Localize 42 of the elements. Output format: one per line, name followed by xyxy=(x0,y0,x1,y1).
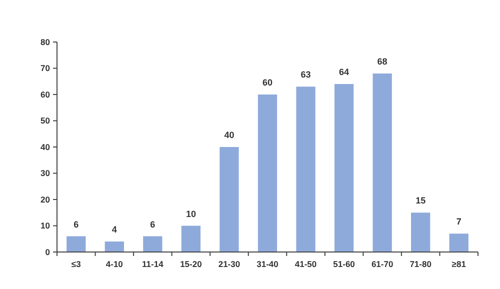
y-tick-label: 40 xyxy=(40,142,50,152)
bar xyxy=(66,236,86,252)
bar xyxy=(258,94,278,252)
y-tick-label: 70 xyxy=(40,63,50,74)
bar xyxy=(411,212,430,252)
y-tick-label: 80 xyxy=(40,36,50,47)
data-label: 6 xyxy=(150,219,156,230)
x-tick-label: 4-10 xyxy=(106,259,124,269)
x-tick-label: ≤3 xyxy=(71,259,82,269)
data-label: 4 xyxy=(112,224,117,234)
data-label: 10 xyxy=(186,208,196,219)
x-tick-label: 15-20 xyxy=(180,259,202,269)
y-tick-label: 60 xyxy=(40,89,50,100)
x-tick-label: 51-60 xyxy=(333,259,356,269)
y-tick-label: 10 xyxy=(40,220,50,231)
y-tick-label: 20 xyxy=(40,194,50,204)
x-tick-label: ≥81 xyxy=(452,259,466,269)
data-label: 15 xyxy=(416,196,426,206)
bar xyxy=(104,242,124,252)
data-label: 60 xyxy=(262,78,273,88)
x-tick-label: 21-30 xyxy=(218,259,240,269)
data-label: 64 xyxy=(339,67,350,77)
bar xyxy=(372,74,392,252)
data-label: 40 xyxy=(224,130,234,140)
bar xyxy=(296,86,316,252)
x-tick-label: 71-80 xyxy=(410,259,432,269)
bar xyxy=(449,234,468,252)
y-tick-label: 30 xyxy=(40,168,50,178)
data-label: 6 xyxy=(74,219,79,230)
data-label: 68 xyxy=(377,56,388,66)
bar xyxy=(334,84,354,252)
data-label: 63 xyxy=(300,70,311,80)
x-tick-label: 11-14 xyxy=(142,259,164,269)
x-tick-label: 31-40 xyxy=(256,259,279,269)
bar xyxy=(143,236,162,252)
x-tick-label: 41-50 xyxy=(294,259,317,269)
bar xyxy=(181,226,201,252)
x-tick-label: 61-70 xyxy=(371,259,394,269)
bar xyxy=(220,147,239,252)
data-label: 7 xyxy=(456,216,462,227)
y-tick-label: 50 xyxy=(40,116,50,126)
y-tick-label: 0 xyxy=(45,246,50,257)
